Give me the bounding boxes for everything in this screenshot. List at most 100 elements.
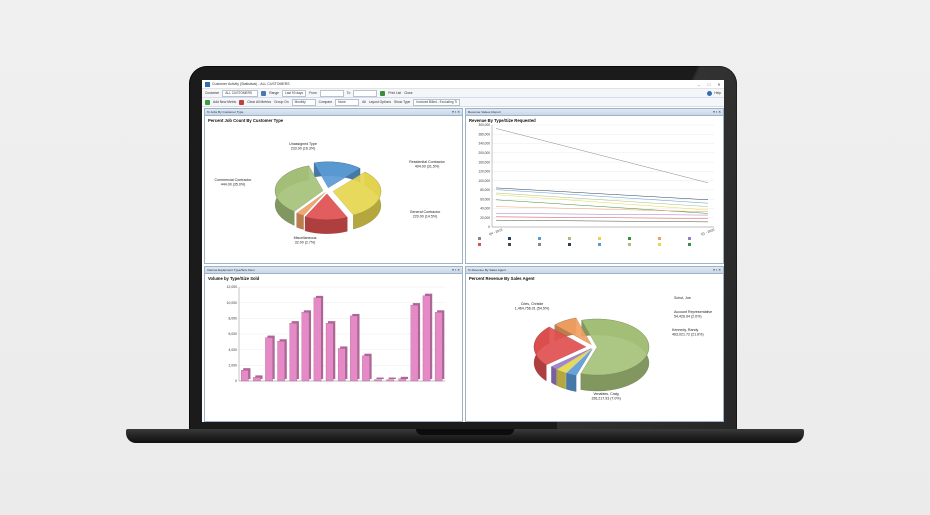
bar[interactable]	[386, 379, 395, 382]
y-tick-label: 4,000	[229, 348, 238, 352]
pie-slice[interactable]	[533, 326, 587, 366]
panel-sales-agent: % Revenue By Sales Agent ▾ ▪ ✕ Percent R…	[465, 266, 724, 422]
panel-controls[interactable]: ▾ ▪ ✕	[452, 110, 460, 114]
panel-header: % Jobs By Customer Type ▾ ▪ ✕	[205, 109, 462, 116]
help-icon[interactable]	[707, 90, 713, 96]
pie-label: Schut, Joe	[674, 296, 691, 300]
from-date-field[interactable]	[319, 89, 344, 97]
pie-slice[interactable]	[296, 192, 326, 216]
legend-swatch	[568, 243, 571, 246]
bar[interactable]	[362, 355, 370, 382]
legend-swatch	[538, 243, 541, 246]
clear-metrics-icon[interactable]	[239, 99, 245, 105]
pie-value-label: 220.00 (14.5%)	[413, 215, 438, 219]
layout-options-button[interactable]: Layout Options	[368, 100, 392, 104]
bar[interactable]	[313, 297, 322, 382]
legend-swatch	[628, 243, 631, 246]
bar[interactable]	[289, 323, 298, 382]
bar[interactable]	[301, 312, 310, 382]
group-on-label: Group On	[274, 100, 289, 104]
pie-slice[interactable]	[304, 193, 348, 220]
y-tick-label: 0	[235, 379, 237, 383]
bar[interactable]	[374, 379, 382, 382]
bar[interactable]	[422, 295, 431, 382]
bar[interactable]	[241, 370, 249, 382]
bar[interactable]	[398, 378, 407, 382]
bar[interactable]	[253, 377, 261, 382]
bar[interactable]	[350, 315, 358, 382]
pie-slice[interactable]	[566, 348, 593, 376]
bar[interactable]	[434, 312, 443, 382]
panel-header-label: Revenue Values Report	[468, 110, 501, 114]
pie-slice[interactable]	[554, 317, 592, 346]
pie-slice[interactable]	[580, 318, 650, 376]
y-tick-label: 100,000	[478, 179, 490, 183]
pie-label: Unassigned Type	[289, 142, 317, 146]
pie-label: Cries, Christie	[521, 302, 544, 306]
range-select[interactable]: Last 90 days	[282, 89, 307, 97]
pie-label: Miscellaneous	[294, 236, 317, 240]
series-line	[495, 199, 709, 214]
pie-slice[interactable]	[332, 171, 382, 216]
minimize-icon[interactable]: –	[697, 81, 701, 87]
range-label: Range	[269, 91, 280, 95]
show-type-select[interactable]: Invoiced Billed - Excluding Ti	[413, 98, 460, 106]
bar[interactable]	[410, 304, 419, 382]
legend-swatch	[598, 237, 601, 240]
bar[interactable]	[277, 341, 285, 382]
pie-value-label: 444.00 (35.0%)	[221, 183, 246, 187]
window-title: Customer Activity (Statistical) - ALL CU…	[212, 82, 290, 86]
compare-select[interactable]: None	[335, 98, 360, 106]
panel-controls[interactable]: ▾ ▪ ✕	[713, 268, 721, 272]
bar[interactable]	[325, 323, 334, 382]
bar[interactable]	[265, 337, 273, 382]
toolbar-secondary: Add New Metric Clear All Metrics Group O…	[202, 98, 724, 107]
group-on-select[interactable]: Monthly	[291, 98, 316, 106]
add-metric-button[interactable]: Add New Metric	[213, 100, 237, 104]
bar-depth	[255, 375, 263, 379]
y-tick-label: 200,000	[478, 151, 490, 155]
refresh-icon[interactable]	[380, 90, 386, 96]
pie-value-label: 404.00 (31.5%)	[415, 165, 440, 169]
to-date-field[interactable]	[353, 89, 378, 97]
chart-title: Percent Revenue By Sales Agent	[469, 276, 535, 281]
filter-icon[interactable]	[261, 90, 267, 96]
maximize-icon[interactable]: □	[707, 81, 711, 87]
compare-label: Compare	[318, 100, 333, 104]
pie-label: Residential Contractor	[409, 160, 445, 164]
panel-header-label: % Jobs By Customer Type	[207, 110, 244, 114]
legend-swatch	[658, 243, 661, 246]
pie-slice[interactable]	[556, 348, 592, 374]
bar[interactable]	[337, 348, 346, 382]
close-button[interactable]: Close	[404, 91, 413, 95]
pie-label: General Contractor	[410, 210, 441, 214]
customer-select[interactable]: ALL CUSTOMERS	[222, 89, 259, 97]
y-tick-label: 12,000	[227, 285, 237, 289]
show-type-label: Show Type	[394, 100, 411, 104]
panel-controls[interactable]: ▾ ▪ ✕	[713, 110, 721, 114]
bar-depth	[400, 376, 408, 379]
clear-metrics-button[interactable]: Clear All Metrics	[247, 100, 272, 104]
pie-slice[interactable]	[313, 161, 361, 189]
pie-slice[interactable]	[551, 348, 592, 370]
pie-label: Kennedy, Randy	[672, 328, 699, 332]
y-tick-label: 10,000	[227, 301, 237, 305]
y-tick-label: 240,000	[478, 142, 490, 146]
all-button[interactable]: All	[362, 100, 366, 104]
y-tick-label: 120,000	[478, 170, 490, 174]
close-icon[interactable]: ✕	[717, 81, 721, 87]
y-tick-label: 60,000	[480, 197, 490, 201]
pie-slice-side	[296, 212, 304, 230]
customer-label: Customer	[205, 91, 220, 95]
y-tick-label: 160,000	[478, 160, 490, 164]
print-list-button[interactable]: Print List	[388, 91, 402, 95]
add-metric-icon[interactable]	[205, 99, 210, 105]
x-tick-label: Q4 - 2019	[488, 228, 503, 237]
series-line	[495, 216, 709, 219]
toolbar-primary: Customer ALL CUSTOMERS Range Last 90 day…	[202, 89, 724, 98]
y-tick-label: 0	[488, 225, 490, 229]
pie-slice[interactable]	[274, 165, 324, 212]
pie-label: Account Representative	[674, 310, 712, 314]
help-button[interactable]: Help	[714, 91, 721, 95]
panel-controls[interactable]: ▾ ▪ ✕	[452, 268, 460, 272]
